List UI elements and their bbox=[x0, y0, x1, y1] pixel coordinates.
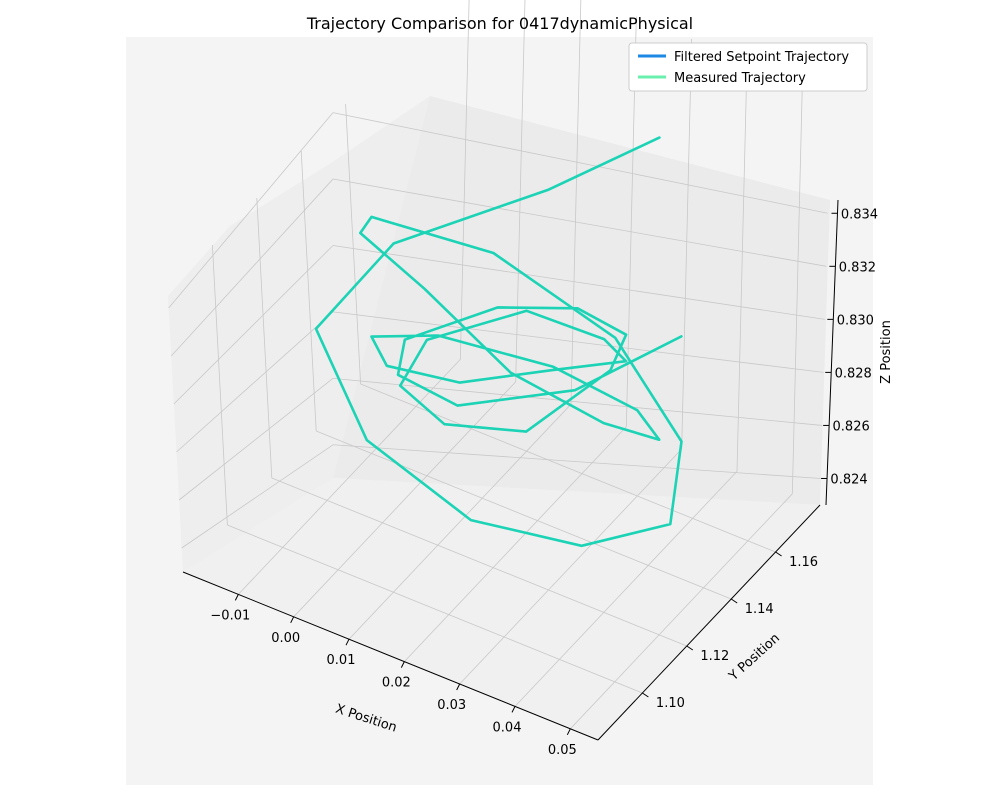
z-axis-label: Z Position bbox=[879, 320, 894, 384]
y-grid-floor-1 bbox=[271, 477, 687, 647]
y-tick-3 bbox=[775, 551, 782, 557]
x-axis-line bbox=[182, 571, 599, 741]
z-grid-left-3 bbox=[173, 245, 334, 405]
z-grid-left-4 bbox=[170, 178, 334, 357]
x-grid-floor-1 bbox=[293, 381, 516, 618]
legend-frame bbox=[628, 42, 868, 92]
x-tick-label-5: 0.04 bbox=[493, 720, 522, 735]
y-grid-floor-0 bbox=[227, 524, 643, 694]
y-tick-label-1: 1.12 bbox=[700, 649, 729, 664]
z-grid-back-0 bbox=[332, 444, 821, 479]
x-grid-wall-4 bbox=[681, 38, 693, 450]
z-tick-label-3: 0.830 bbox=[837, 313, 874, 328]
y-grid-wall-1 bbox=[256, 197, 273, 479]
y-grid-wall-3 bbox=[345, 103, 361, 385]
x-grid-wall-2 bbox=[570, 0, 582, 405]
axis-lines bbox=[182, 199, 839, 741]
x-tick-2 bbox=[345, 638, 350, 646]
x-grid-wall-5 bbox=[736, 61, 748, 472]
z-axis-line bbox=[825, 199, 839, 506]
x-grid-floor-3 bbox=[404, 426, 627, 662]
x-grid-floor-2 bbox=[348, 403, 572, 640]
x-grid-floor-4 bbox=[459, 448, 682, 685]
z-grid-left-1 bbox=[178, 378, 334, 501]
z-grid-left-5 bbox=[168, 112, 334, 309]
x-tick-label-3: 0.02 bbox=[382, 676, 411, 691]
x-tick-1 bbox=[290, 616, 295, 624]
x-tick-0 bbox=[234, 594, 239, 601]
z-tick-label-1: 0.826 bbox=[833, 419, 870, 434]
x-grid-floor-0 bbox=[238, 359, 461, 595]
z-grid-left-0 bbox=[181, 444, 334, 549]
legend-label-measured: Measured Trajectory bbox=[674, 71, 806, 86]
z-grid-back-2 bbox=[332, 311, 824, 373]
z-grid-back-3 bbox=[332, 245, 825, 320]
x-tick-5 bbox=[511, 706, 516, 713]
x-tick-6 bbox=[566, 728, 571, 736]
trajectory-layer bbox=[314, 136, 683, 548]
legend: Filtered Setpoint Trajectory Measured Tr… bbox=[628, 42, 868, 92]
y-grid-wall-2 bbox=[300, 150, 317, 432]
pane-floor bbox=[183, 478, 820, 740]
y-tick-1 bbox=[686, 645, 694, 651]
z-tick-label-4: 0.832 bbox=[839, 260, 876, 275]
x-grid-floor-6 bbox=[570, 493, 793, 730]
y-axis-line bbox=[597, 504, 821, 741]
z-tick-label-5: 0.834 bbox=[841, 207, 878, 222]
z-grid-back-1 bbox=[332, 377, 823, 426]
pane-left-wall bbox=[168, 96, 430, 572]
x-tick-label-6: 0.05 bbox=[548, 743, 577, 758]
chart-title: Trajectory Comparison for 0417dynamicPhy… bbox=[306, 14, 693, 33]
y-tick-label-2: 1.14 bbox=[745, 602, 774, 617]
x-grid-wall-0 bbox=[459, 0, 470, 360]
x-tick-4 bbox=[456, 683, 461, 691]
y-grid-floor-2 bbox=[316, 430, 732, 600]
pane-back-wall bbox=[333, 96, 830, 505]
series-measured-line bbox=[315, 136, 683, 547]
x-tick-3 bbox=[400, 661, 405, 668]
z-grid-left-2 bbox=[176, 311, 334, 453]
y-tick-2 bbox=[730, 598, 738, 604]
z-tick-label-2: 0.828 bbox=[835, 366, 872, 381]
x-grid-wall-6 bbox=[791, 83, 803, 494]
y-tick-0 bbox=[642, 692, 649, 698]
x-tick-label-0: −0.01 bbox=[210, 608, 250, 623]
y-tick-label-3: 1.16 bbox=[789, 555, 818, 570]
z-grid-back-5 bbox=[332, 112, 828, 214]
x-tick-label-2: 0.01 bbox=[327, 653, 356, 668]
tick-layer: −0.01 0.00 0.01 0.02 0.03 0.04 0.05 1.10 1.12 1.1… bbox=[210, 207, 878, 758]
y-grid-wall-0 bbox=[212, 244, 228, 526]
y-tick-label-0: 1.10 bbox=[656, 696, 685, 711]
x-grid-floor-5 bbox=[514, 471, 738, 707]
z-tick-label-0: 0.824 bbox=[830, 472, 867, 487]
x-tick-label-1: 0.00 bbox=[271, 631, 300, 646]
legend-label-filtered: Filtered Setpoint Trajectory bbox=[674, 50, 849, 65]
x-tick-label-4: 0.03 bbox=[437, 698, 466, 713]
z-grid-back-4 bbox=[332, 178, 827, 267]
